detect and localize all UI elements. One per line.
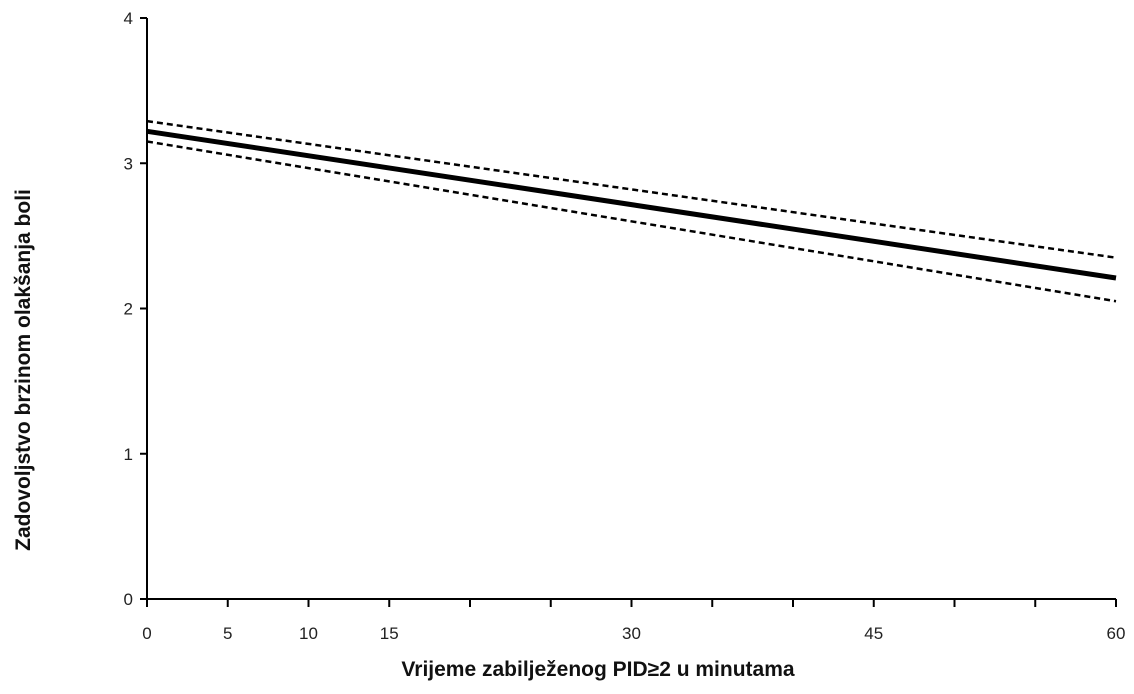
y-tick-label-1: 1 [124,445,133,464]
x-tick-label-0: 0 [142,624,151,643]
series-lines [146,119,1117,303]
x-tick-label-5: 5 [223,624,232,643]
ticks [140,17,1117,607]
x-tick-label-60: 60 [1107,624,1126,643]
tick-labels: 0 1 2 3 4 0 5 10 15 30 45 60 [124,9,1126,643]
y-tick-label-2: 2 [124,300,133,319]
y-axis-title: Zadovoljstvo brzinom olakšanja boli [12,189,35,551]
y-tick-label-4: 4 [124,9,133,28]
x-tick-label-10: 10 [299,624,318,643]
lower-ci-line [146,140,1117,303]
y-tick-label-0: 0 [124,590,133,609]
x-tick-label-45: 45 [864,624,883,643]
regression-line [146,128,1117,281]
x-tick-label-15: 15 [380,624,399,643]
upper-ci-line [146,119,1117,259]
x-tick-label-30: 30 [622,624,641,643]
y-tick-label-3: 3 [124,154,133,173]
axes [146,18,1116,600]
x-axis-title: Vrijeme zabilježenog PID≥2 u minutama [401,658,794,681]
